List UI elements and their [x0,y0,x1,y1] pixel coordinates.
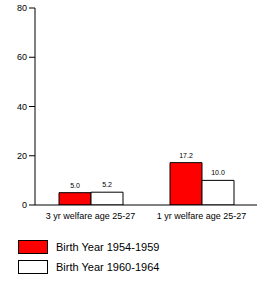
svg-text:0: 0 [22,200,27,210]
svg-text:3 yr welfare age 25-27: 3 yr welfare age 25-27 [46,211,136,221]
svg-text:20: 20 [17,151,27,161]
svg-text:10.0: 10.0 [211,169,225,176]
svg-text:5.2: 5.2 [102,181,112,188]
html-text:Birth Year 1954-1959: Birth Year 1954-1959 [56,241,160,253]
svg-text:80: 80 [17,3,27,13]
html-text:Birth Year 1960-1964: Birth Year 1960-1964 [56,261,160,273]
svg-text:40: 40 [17,102,27,112]
svg-text:1 yr welfare age 25-27: 1 yr welfare age 25-27 [157,211,247,221]
svg-text:17.2: 17.2 [179,152,193,159]
svg-text:5.0: 5.0 [70,182,80,189]
svg-text:60: 60 [17,52,27,62]
